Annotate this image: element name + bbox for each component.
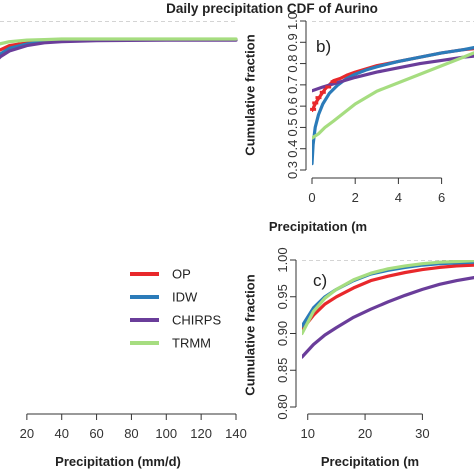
x-tick-label: 10	[300, 426, 314, 441]
x-tick-label: 20	[358, 426, 372, 441]
series-line-chirps	[302, 276, 474, 359]
x-tick-label: 120	[190, 426, 212, 441]
y-tick-label: 0.95	[275, 284, 290, 309]
y-tick-label: 0.80	[275, 394, 290, 419]
series-line-trmm	[0, 37, 238, 46]
x-tick-label: 20	[20, 426, 34, 441]
legend-label-chirps: CHIRPS	[172, 313, 221, 328]
panel-a: 20 40 60 80 100 120 140 Precipitation (mm/d)	[0, 21, 247, 469]
x-axis-title: Precipitation (mm/d)	[55, 454, 181, 469]
legend-label-op: OP	[172, 267, 191, 282]
y-tick-label: 0.9	[285, 33, 300, 51]
panel-label-c: c)	[313, 271, 327, 290]
y-tick-label: 0.8	[285, 55, 300, 73]
y-tick-label: 0.7	[285, 76, 300, 94]
series-line-idw	[0, 38, 238, 57]
x-tick-label: 80	[124, 426, 138, 441]
series-line-op	[302, 263, 474, 332]
series-line-idw	[312, 46, 474, 166]
x-tick-label: 2	[352, 190, 359, 205]
y-tick-label: 0.6	[285, 97, 300, 115]
x-tick-label: 140	[225, 426, 247, 441]
legend-label-idw: IDW	[172, 290, 198, 305]
y-tick-label: 0.90	[275, 321, 290, 346]
y-tick-label: 1.0	[285, 12, 300, 30]
x-axis-title: Precipitation (m	[269, 219, 367, 234]
y-tick-label: 1.00	[275, 247, 290, 272]
series-line-chirps	[312, 54, 474, 93]
x-tick-label: 60	[89, 426, 103, 441]
x-tick-label: 0	[308, 190, 315, 205]
panel-label-b: b)	[316, 37, 331, 56]
y-axis-title: Cumulative fraction	[243, 274, 258, 395]
series-line-trmm	[312, 51, 474, 140]
y-tick-label: 0.3	[285, 161, 300, 179]
y-axis-title: Cumulative fraction	[243, 34, 258, 155]
y-tick-label: 0.85	[275, 358, 290, 383]
x-axis-title: Precipitation (m	[321, 454, 419, 469]
x-tick-label: 100	[155, 426, 177, 441]
legend-label-trmm: TRMM	[172, 336, 211, 351]
x-tick-label: 4	[395, 190, 402, 205]
x-tick-label: 40	[54, 426, 68, 441]
panel-b: 0.3 0.4 0.5 0.6 0.7 0.8 0.9 1.0 Cumulative fract…	[243, 12, 474, 234]
y-tick-label: 0.5	[285, 118, 300, 136]
panel-c: 0.80 0.85 0.90 0.95 1.00 Cumulative fraction 1…	[243, 247, 474, 469]
y-tick-label: 0.4	[285, 140, 300, 158]
series-line-chirps	[0, 38, 238, 60]
x-tick-label: 6	[438, 190, 445, 205]
legend: OP IDW CHIRPS TRMM	[130, 267, 221, 351]
x-tick-label: 30	[415, 426, 429, 441]
chart-title: Daily precipitation CDF of Aurino	[166, 1, 378, 16]
series-line-trmm	[302, 260, 474, 336]
